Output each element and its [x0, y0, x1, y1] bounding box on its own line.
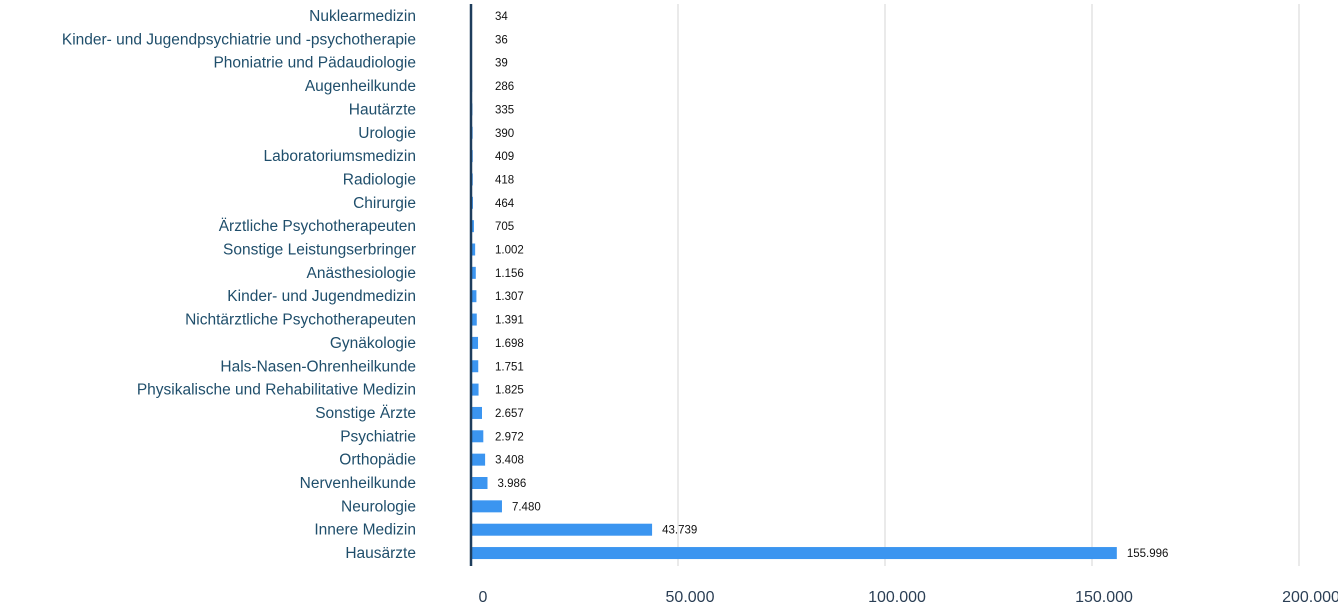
value-label: 335 [495, 104, 514, 116]
category-label: Hals-Nasen-Ohrenheilkunde [220, 358, 416, 375]
value-label: 43.739 [662, 525, 697, 537]
value-label: 34 [495, 11, 508, 23]
category-label: Kinder- und Jugendpsychiatrie und -psych… [62, 31, 416, 48]
value-label: 409 [495, 151, 514, 163]
category-label: Sonstige Ärzte [315, 405, 416, 422]
value-label: 1.751 [495, 361, 524, 373]
value-label: 39 [495, 58, 508, 70]
category-label: Innere Medizin [314, 522, 416, 539]
bar [471, 336, 479, 349]
category-label: Physikalische und Rehabilitative Medizin [137, 382, 416, 399]
category-label: Radiologie [343, 171, 416, 188]
value-label: 418 [495, 174, 514, 186]
bar [471, 547, 1117, 560]
bar [471, 453, 486, 466]
category-label: Urologie [358, 125, 416, 142]
value-label: 155.996 [1127, 548, 1169, 560]
value-label: 390 [495, 128, 514, 140]
category-label: Nichtärztliche Psychotherapeuten [185, 312, 416, 329]
bar [471, 313, 477, 326]
value-label: 464 [495, 198, 515, 210]
category-label: Hautärzte [349, 101, 416, 118]
bar [471, 360, 479, 373]
value-label: 1.391 [495, 315, 524, 327]
value-label: 1.002 [495, 245, 524, 257]
x-tick-label: 100.000 [868, 589, 926, 605]
category-label: Ärztliche Psychotherapeuten [219, 218, 416, 235]
x-tick-label: 150.000 [1075, 589, 1133, 605]
bar [471, 477, 488, 489]
bar [471, 500, 502, 513]
category-label: Phoniatrie und Pädaudiologie [213, 55, 416, 72]
value-label: 1.307 [495, 291, 524, 303]
category-label: Psychiatrie [340, 428, 416, 445]
value-label: 1.156 [495, 268, 524, 280]
bar [471, 266, 476, 279]
category-label: Laboratoriumsmedizin [264, 148, 417, 165]
value-label: 3.408 [495, 455, 524, 467]
x-tick-label: 0 [479, 589, 488, 605]
value-label: 1.698 [495, 338, 524, 350]
category-label: Chirurgie [353, 195, 416, 212]
value-label: 2.657 [495, 408, 524, 420]
category-label: Gynäkologie [330, 335, 416, 352]
category-label: Orthopädie [339, 452, 416, 469]
category-label: Hausärzte [345, 545, 416, 562]
category-label: Neurologie [341, 498, 416, 515]
x-tick-label: 200.000 [1282, 589, 1338, 605]
bar [471, 406, 482, 419]
category-label: Augenheilkunde [305, 78, 416, 95]
value-label: 705 [495, 221, 514, 233]
bar [471, 430, 484, 443]
category-label: Nuklearmedizin [309, 8, 416, 25]
value-label: 286 [495, 81, 514, 93]
category-label: Anästhesiologie [307, 265, 416, 282]
category-label: Nervenheilkunde [300, 475, 416, 492]
value-label: 7.480 [512, 501, 541, 513]
bar [471, 383, 479, 396]
value-label: 1.825 [495, 385, 524, 397]
value-label: 3.986 [498, 478, 527, 490]
category-label: Kinder- und Jugendmedizin [227, 288, 416, 305]
category-label: Sonstige Leistungserbringer [223, 242, 416, 259]
x-tick-label: 50.000 [666, 589, 715, 605]
bar [471, 220, 474, 233]
value-label: 36 [495, 34, 508, 46]
bar [471, 523, 653, 536]
bar [471, 243, 476, 256]
bar [471, 290, 477, 303]
value-label: 2.972 [495, 431, 524, 443]
